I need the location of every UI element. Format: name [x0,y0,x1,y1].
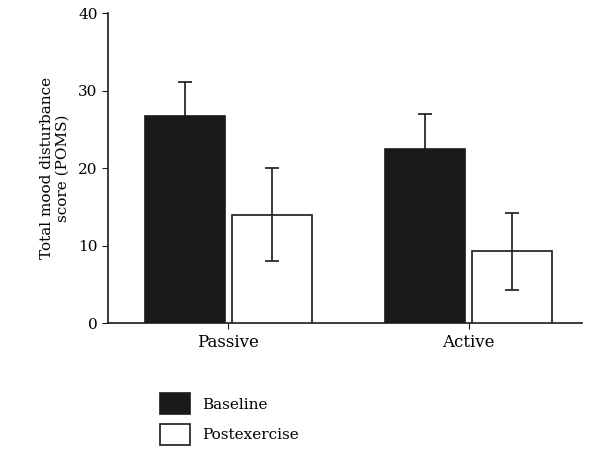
Bar [472,251,552,323]
Y-axis label: Total mood disturbance
score (POMS): Total mood disturbance score (POMS) [40,77,70,260]
Bar [232,215,311,323]
Text: *: * [449,192,459,210]
Bar [385,149,465,323]
Bar [145,116,225,323]
Text: *: * [209,148,218,166]
Legend: Baseline, Postexercise: Baseline, Postexercise [154,387,305,449]
